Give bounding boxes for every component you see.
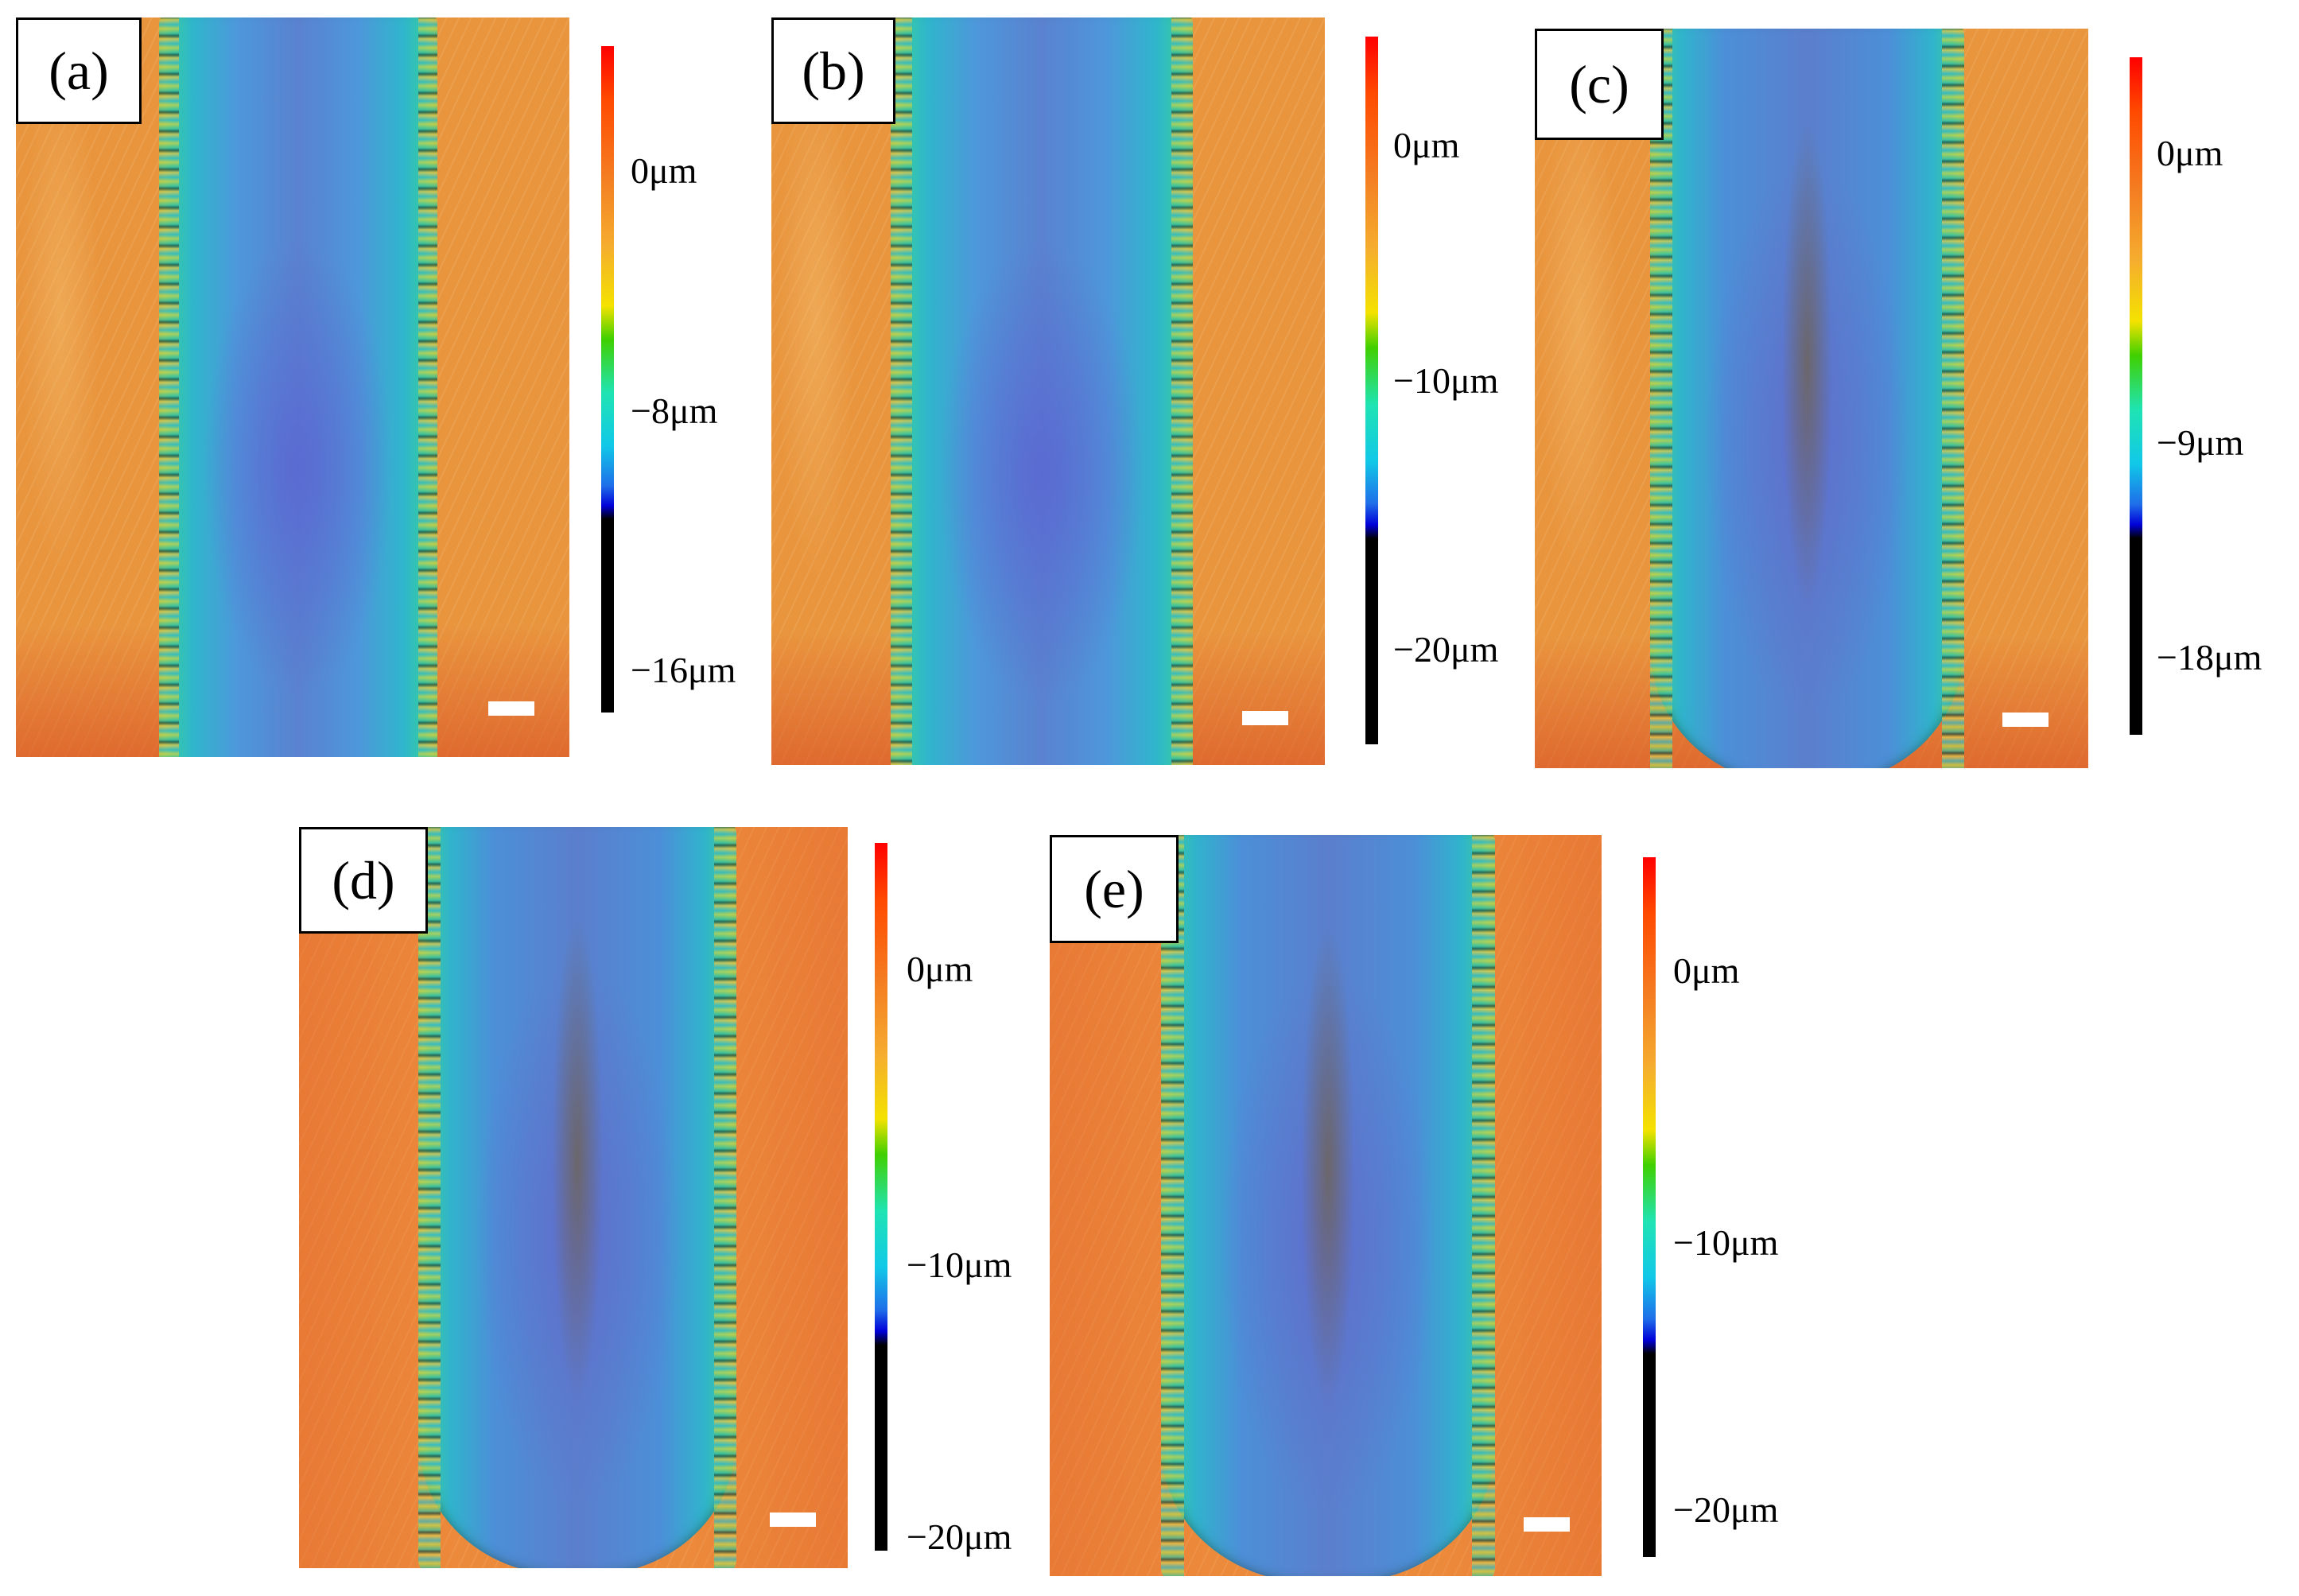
colorbar-b-tick-2: −20μm [1393,629,1499,670]
panel-label-e: (e) [1050,835,1179,943]
colorbar-c-tick-0: 0μm [2157,133,2223,173]
colorbar-d [875,843,887,1551]
colorbar-b-tick-0: 0μm [1393,125,1460,165]
wear-track-b [891,17,1193,765]
surface-image-e [1050,835,1602,1576]
colorbar-c [2130,57,2142,735]
colorbar-a-tick-1: −8μm [631,390,718,431]
panel-label-a: (a) [16,17,142,124]
panel-label-c: (c) [1535,29,1664,140]
wear-track-c [1650,29,1964,768]
surface-image-a [16,17,569,757]
colorbar-a-tick-0: 0μm [631,150,697,191]
colorbar-c-tick-1: −9μm [2157,422,2244,463]
colorbar-b-tick-1: −10μm [1393,360,1499,401]
colorbar-e-tick-2: −20μm [1673,1489,1779,1530]
colorbar-c-tick-2: −18μm [2157,637,2262,678]
scale-bar-d [770,1513,816,1527]
colorbar-a-tick-2: −16μm [631,650,736,690]
colorbar-e-tick-1: −10μm [1673,1222,1779,1263]
scale-bar-b [1242,711,1288,725]
colorbar-a [601,46,614,713]
colorbar-d-tick-1: −10μm [907,1245,1012,1285]
surface-image-c [1535,29,2088,768]
wear-track-a [159,17,437,757]
wear-track-e [1161,835,1495,1576]
colorbar-d-tick-2: −20μm [907,1516,1012,1557]
scale-bar-c [2002,713,2049,727]
wear-track-d [418,827,736,1568]
panel-label-b: (b) [771,17,895,124]
surface-image-d [299,827,848,1568]
scale-bar-e [1524,1517,1570,1532]
colorbar-b [1365,37,1378,744]
colorbar-d-tick-0: 0μm [907,949,973,989]
surface-image-b [771,17,1325,765]
scale-bar-a [488,701,534,716]
colorbar-e-tick-0: 0μm [1673,950,1740,991]
colorbar-e [1643,857,1656,1557]
panel-label-d: (d) [299,827,428,934]
